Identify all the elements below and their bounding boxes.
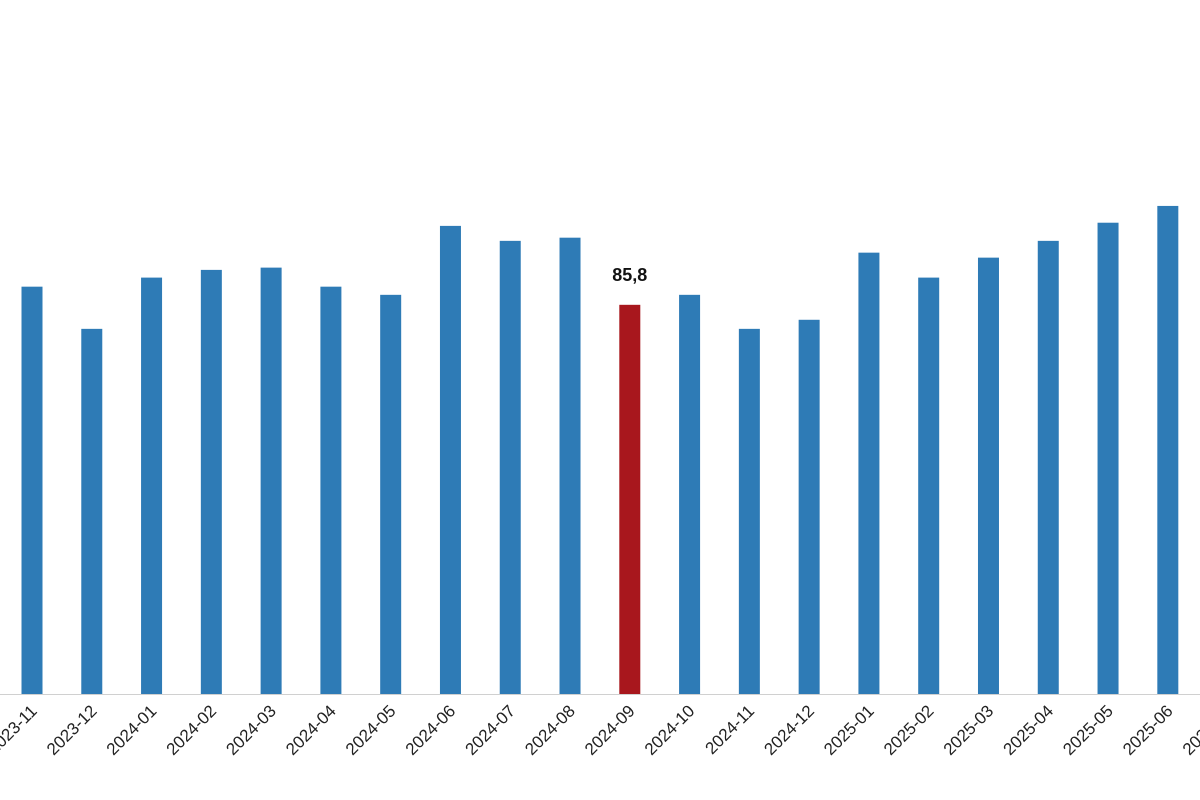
bar — [1037, 240, 1059, 694]
x-tick-label: 2024-09 — [581, 701, 639, 759]
bar — [499, 240, 521, 694]
x-tick-label: 2025-04 — [1000, 701, 1058, 759]
x-tick-label: 2024-04 — [282, 701, 340, 759]
x-tick-label: 2024-02 — [163, 701, 221, 759]
x-tick-label: 2025-05 — [1059, 701, 1117, 759]
x-tick-label: 2025-02 — [880, 701, 938, 759]
x-tick-label: 2024-05 — [342, 701, 400, 759]
x-tick-label: 2025-03 — [940, 701, 998, 759]
bar — [977, 257, 999, 694]
data-label: 85,8 — [612, 265, 647, 285]
bar — [858, 252, 880, 694]
x-tick-label: 2024-07 — [462, 701, 520, 759]
x-tick-label: 2024-12 — [760, 701, 818, 759]
bar — [738, 328, 760, 694]
bar — [320, 286, 342, 694]
bar — [141, 277, 163, 694]
bar — [439, 225, 461, 694]
bar — [918, 277, 940, 694]
x-tick-label: 2024-01 — [103, 701, 161, 759]
bar — [679, 294, 701, 694]
bar — [1097, 222, 1119, 694]
bar — [798, 319, 820, 694]
bar — [81, 328, 103, 694]
bar — [21, 286, 43, 694]
x-tick-label: 2024-03 — [222, 701, 280, 759]
x-tick-label: 2024-11 — [702, 701, 759, 758]
x-tick-label: 2023-12 — [43, 701, 101, 759]
bar — [559, 237, 581, 694]
bar — [260, 267, 282, 694]
x-tick-label: 2024-08 — [521, 701, 579, 759]
x-tick-label: 2025-07 — [1179, 701, 1200, 759]
x-tick-label: 2023-11 — [0, 701, 41, 758]
bar — [1157, 205, 1179, 695]
bar — [619, 304, 641, 694]
bar — [380, 294, 402, 694]
x-tick-label: 2024-06 — [402, 701, 460, 759]
x-tick-label: 2025-06 — [1119, 701, 1177, 759]
bar — [200, 269, 222, 694]
x-tick-label: 2025-01 — [820, 701, 878, 759]
x-tick-label: 2024-10 — [641, 701, 699, 759]
